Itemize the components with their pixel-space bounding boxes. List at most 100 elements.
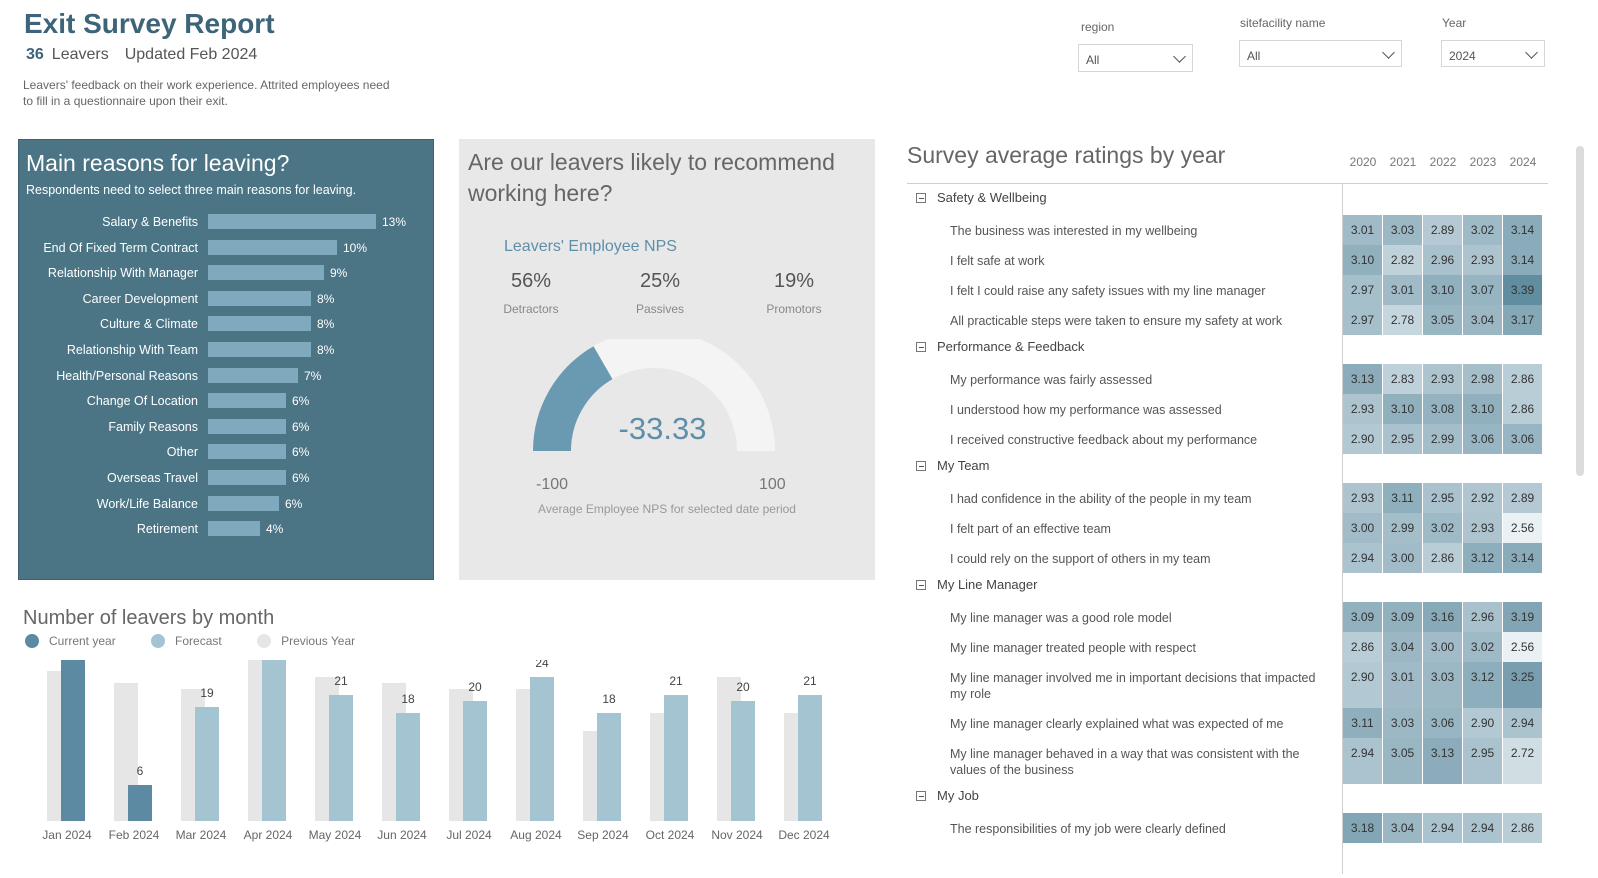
reason-row[interactable]: Relationship With Team 8% [19,340,435,366]
rating-cell[interactable]: 3.04 [1383,813,1423,843]
rating-cell[interactable]: 3.18 [1343,813,1383,843]
rating-cell[interactable]: 2.94 [1503,708,1543,738]
rating-cell[interactable]: 2.89 [1503,483,1543,513]
rating-cell[interactable]: 3.12 [1463,543,1503,573]
group-header[interactable]: My Line Manager [916,577,1037,592]
rating-cell[interactable]: 2.94 [1463,813,1503,843]
legend-item-previous[interactable]: Previous Year [257,634,355,648]
rating-cell[interactable]: 2.93 [1343,394,1383,424]
rating-cell[interactable]: 2.99 [1423,424,1463,454]
rating-cell[interactable]: 2.56 [1503,632,1543,662]
rating-cell[interactable]: 2.56 [1503,513,1543,543]
collapse-icon[interactable] [916,342,926,352]
rating-cell[interactable]: 2.82 [1383,245,1423,275]
group-header[interactable]: Performance & Feedback [916,339,1084,354]
rating-cell[interactable]: 2.90 [1463,708,1503,738]
rating-cell[interactable]: 3.14 [1503,215,1543,245]
rating-cell[interactable]: 2.94 [1343,543,1383,573]
reason-row[interactable]: Career Development 8% [19,289,435,315]
reason-row[interactable]: Salary & Benefits 13% [19,212,435,238]
rating-cell[interactable]: 3.06 [1463,424,1503,454]
rating-cell[interactable]: 3.10 [1343,245,1383,275]
reason-row[interactable]: Relationship With Manager 9% [19,263,435,289]
reason-row[interactable]: Retirement 4% [19,519,435,545]
rating-cell[interactable]: 3.11 [1343,708,1383,738]
rating-cell[interactable]: 2.86 [1503,813,1543,843]
region-dropdown[interactable]: All [1078,44,1193,72]
rating-cell[interactable]: 3.01 [1343,215,1383,245]
rating-cell[interactable]: 3.00 [1383,543,1423,573]
rating-cell[interactable]: 2.95 [1383,424,1423,454]
reason-row[interactable]: Other 6% [19,442,435,468]
rating-cell[interactable]: 3.06 [1503,424,1543,454]
rating-cell[interactable]: 2.95 [1463,738,1503,784]
rating-cell[interactable]: 2.90 [1343,424,1383,454]
rating-cell[interactable]: 3.03 [1383,215,1423,245]
rating-cell[interactable]: 3.10 [1383,394,1423,424]
rating-cell[interactable]: 2.94 [1423,813,1463,843]
rating-cell[interactable]: 3.03 [1383,708,1423,738]
rating-cell[interactable]: 3.09 [1383,602,1423,632]
rating-cell[interactable]: 3.14 [1503,543,1543,573]
rating-cell[interactable]: 2.97 [1343,305,1383,335]
rating-cell[interactable]: 2.98 [1463,364,1503,394]
rating-cell[interactable]: 2.96 [1423,245,1463,275]
rating-cell[interactable]: 3.01 [1383,662,1423,708]
rating-cell[interactable]: 2.86 [1503,394,1543,424]
rating-cell[interactable]: 3.08 [1423,394,1463,424]
rating-cell[interactable]: 2.86 [1343,632,1383,662]
rating-cell[interactable]: 3.02 [1423,513,1463,543]
rating-cell[interactable]: 3.00 [1343,513,1383,543]
rating-cell[interactable]: 2.96 [1463,602,1503,632]
rating-cell[interactable]: 3.13 [1423,738,1463,784]
rating-cell[interactable]: 3.10 [1463,394,1503,424]
rating-cell[interactable]: 3.10 [1423,275,1463,305]
rating-cell[interactable]: 3.12 [1463,662,1503,708]
collapse-icon[interactable] [916,461,926,471]
rating-cell[interactable]: 2.93 [1423,364,1463,394]
rating-cell[interactable]: 3.11 [1383,483,1423,513]
reason-row[interactable]: Change Of Location 6% [19,391,435,417]
rating-cell[interactable]: 2.99 [1383,513,1423,543]
rating-cell[interactable]: 3.16 [1423,602,1463,632]
rating-cell[interactable]: 3.04 [1383,632,1423,662]
rating-cell[interactable]: 2.95 [1423,483,1463,513]
rating-cell[interactable]: 2.89 [1423,215,1463,245]
rating-cell[interactable]: 3.01 [1383,275,1423,305]
rating-cell[interactable]: 3.05 [1383,738,1423,784]
rating-cell[interactable]: 2.86 [1423,543,1463,573]
collapse-icon[interactable] [916,193,926,203]
reason-row[interactable]: End Of Fixed Term Contract 10% [19,238,435,264]
group-header[interactable]: My Job [916,788,979,803]
rating-cell[interactable]: 2.78 [1383,305,1423,335]
rating-cell[interactable]: 2.97 [1343,275,1383,305]
rating-cell[interactable]: 3.05 [1423,305,1463,335]
group-header[interactable]: Safety & Wellbeing [916,190,1047,205]
matrix-scrollbar[interactable] [1576,146,1584,476]
rating-cell[interactable]: 2.83 [1383,364,1423,394]
rating-cell[interactable]: 3.02 [1463,215,1503,245]
rating-cell[interactable]: 3.02 [1463,632,1503,662]
rating-cell[interactable]: 3.17 [1503,305,1543,335]
rating-cell[interactable]: 3.14 [1503,245,1543,275]
legend-item-forecast[interactable]: Forecast [151,634,222,648]
rating-cell[interactable]: 3.13 [1343,364,1383,394]
site-dropdown[interactable]: All [1239,40,1402,67]
rating-cell[interactable]: 3.06 [1423,708,1463,738]
reason-row[interactable]: Overseas Travel 6% [19,468,435,494]
legend-item-current[interactable]: Current year [25,634,116,648]
reason-row[interactable]: Health/Personal Reasons 7% [19,366,435,392]
rating-cell[interactable]: 2.93 [1343,483,1383,513]
rating-cell[interactable]: 3.03 [1423,662,1463,708]
rating-cell[interactable]: 2.72 [1503,738,1543,784]
rating-cell[interactable]: 3.25 [1503,662,1543,708]
rating-cell[interactable]: 2.86 [1503,364,1543,394]
rating-cell[interactable]: 3.04 [1463,305,1503,335]
group-header[interactable]: My Team [916,458,990,473]
rating-cell[interactable]: 2.94 [1343,738,1383,784]
rating-cell[interactable]: 3.00 [1423,632,1463,662]
collapse-icon[interactable] [916,791,926,801]
collapse-icon[interactable] [916,580,926,590]
reason-row[interactable]: Work/Life Balance 6% [19,494,435,520]
rating-cell[interactable]: 3.09 [1343,602,1383,632]
